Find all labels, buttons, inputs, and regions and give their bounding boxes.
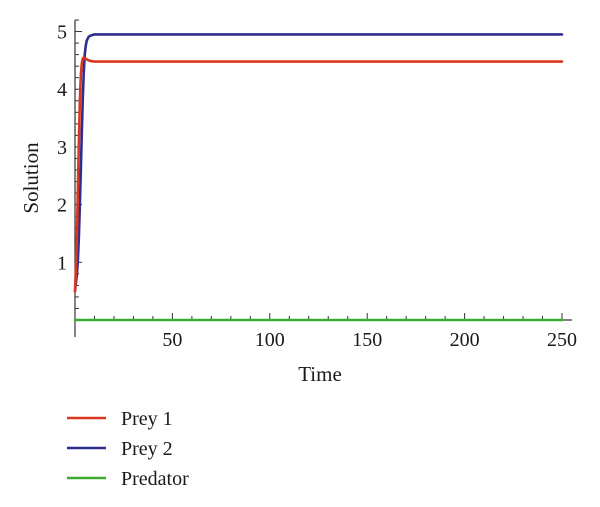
series-group: [73, 33, 564, 322]
x-axis-title: Time: [298, 362, 342, 386]
legend: Prey 1 Prey 2 Predator: [67, 408, 189, 490]
y-tick-label: 3: [57, 137, 67, 159]
x-tick-label: 250: [547, 329, 577, 351]
y-tick-label: 4: [57, 79, 67, 101]
x-tick-label: 100: [255, 329, 285, 351]
series-line-prey-2: [73, 33, 564, 293]
x-tick-label: 200: [450, 329, 480, 351]
y-tick-label: 5: [57, 22, 67, 44]
legend-label-prey-1: Prey 1: [121, 408, 173, 430]
axes: 50 100 150 200 250 1 2 3 4 5: [57, 19, 577, 351]
x-tick-label: 150: [352, 329, 382, 351]
legend-label-predator: Predator: [121, 468, 189, 490]
y-tick-label: 2: [57, 195, 67, 217]
y-axis-title: Solution: [19, 142, 43, 214]
x-tick-label: 50: [162, 329, 182, 351]
y-tick-label: 1: [57, 252, 67, 274]
legend-label-prey-2: Prey 2: [121, 438, 173, 460]
series-line-prey-1: [73, 56, 564, 293]
